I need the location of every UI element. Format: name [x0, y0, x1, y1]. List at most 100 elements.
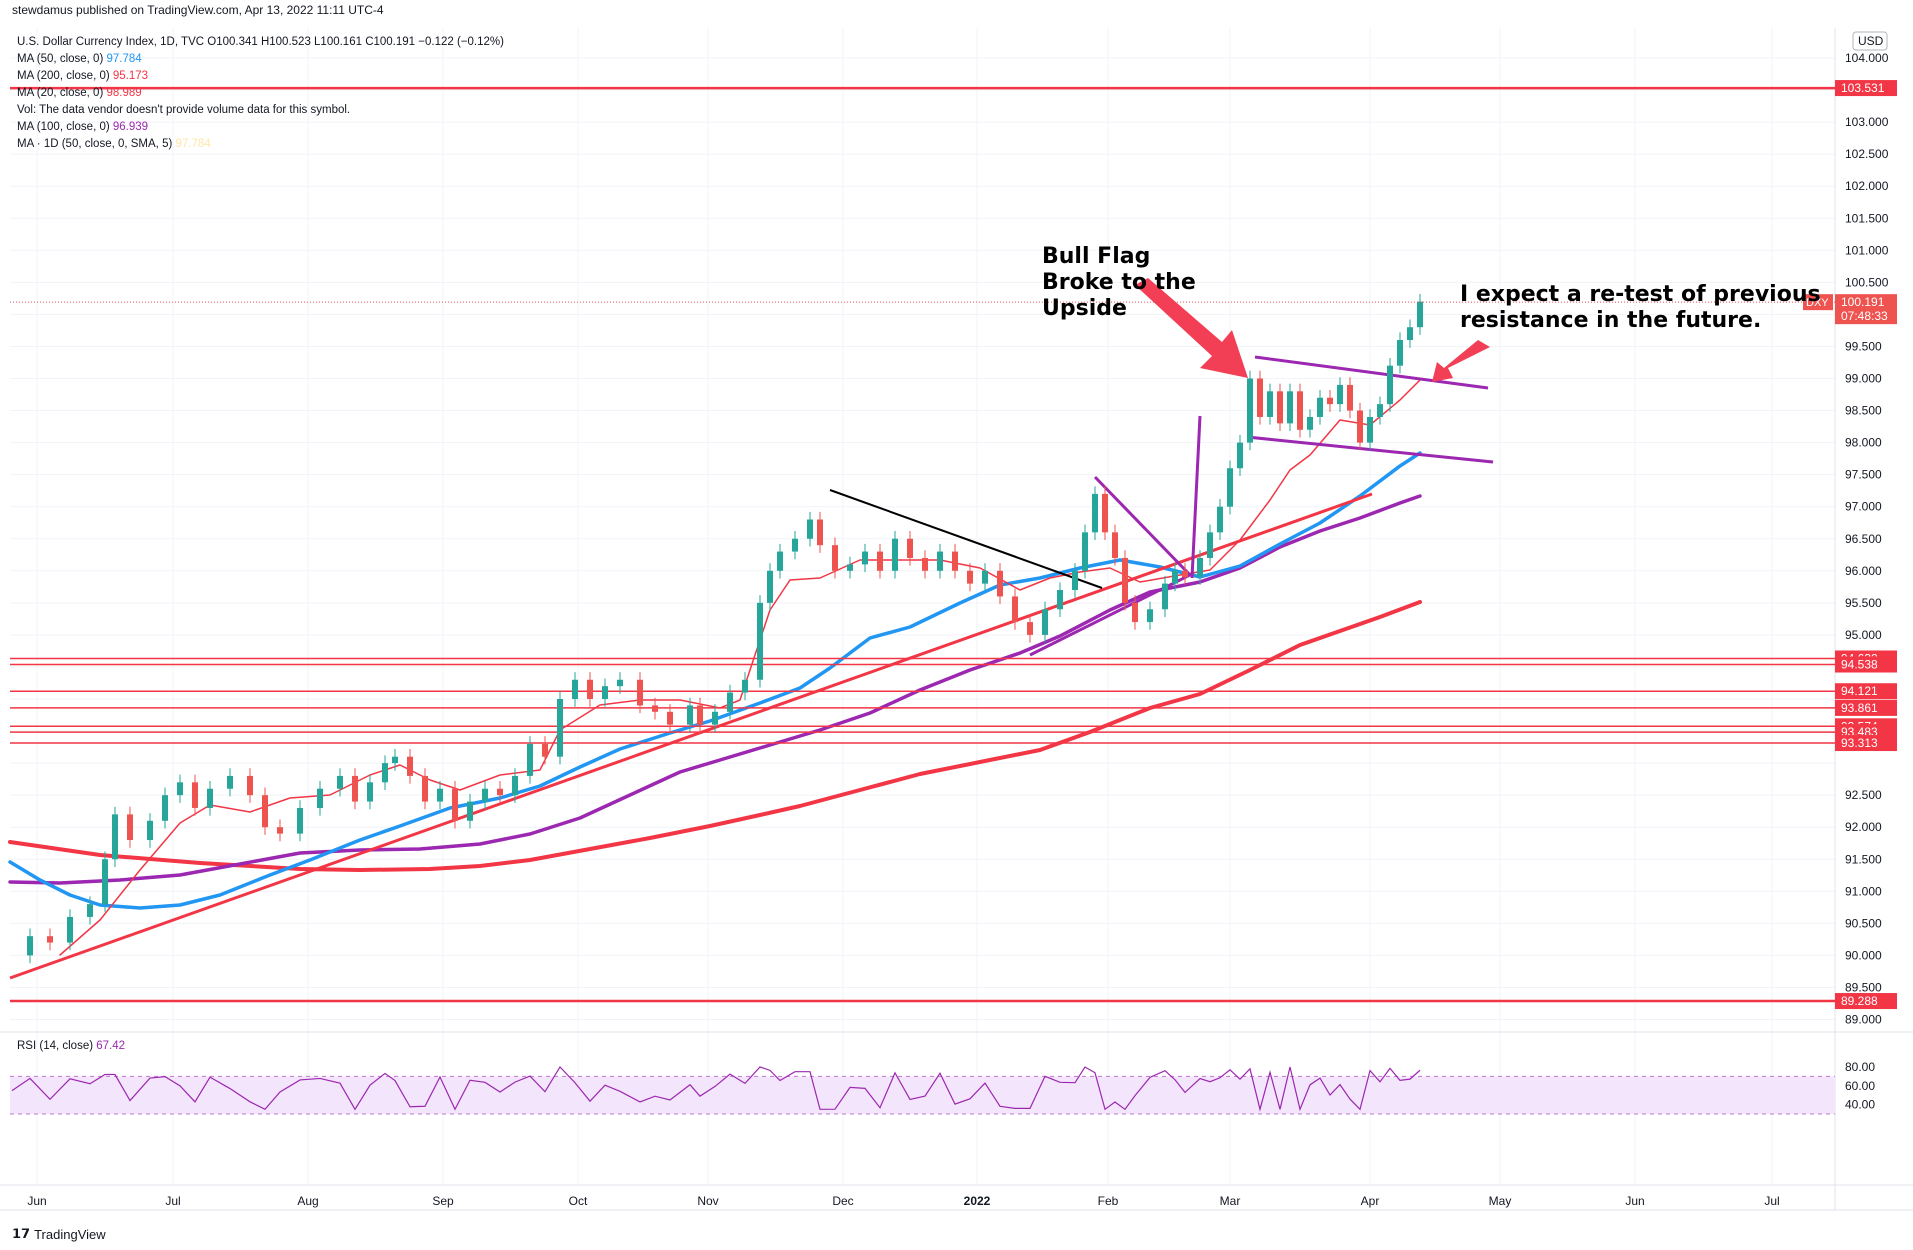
- candle-body: [862, 551, 868, 565]
- y-tick-label: 100.500: [1845, 275, 1889, 289]
- candle-body: [277, 827, 283, 834]
- pennant-lines: [1029, 475, 1193, 657]
- candle-body: [982, 570, 988, 584]
- rsi-tick-label: 80.00: [1845, 1060, 1875, 1074]
- level-price-label: 89.288: [1841, 994, 1878, 1008]
- y-tick-label: 102.500: [1845, 147, 1889, 161]
- legend-item[interactable]: MA (100, close, 0) 96.939: [17, 119, 504, 136]
- candle-body: [127, 814, 133, 841]
- candle-body: [1042, 609, 1048, 635]
- candle-body: [1207, 532, 1213, 558]
- candle-body: [1237, 442, 1243, 469]
- candle-body: [112, 814, 118, 860]
- candle-body: [937, 551, 943, 571]
- candle-body: [192, 782, 198, 808]
- candle-body: [1317, 397, 1323, 417]
- candle-body: [1327, 397, 1333, 405]
- annotation-arrow-icon: [1432, 340, 1490, 382]
- rsi-tick-label: 40.00: [1845, 1098, 1875, 1112]
- candle-body: [652, 705, 658, 712]
- ma50-line: [8, 451, 1422, 910]
- legend-title-row[interactable]: U.S. Dollar Currency Index, 1D, TVC O100…: [17, 34, 504, 51]
- annotation-retest[interactable]: I expect a re-test of previous resistanc…: [1460, 282, 1821, 334]
- level-price-badge: [1835, 735, 1897, 752]
- candle-body: [777, 551, 783, 571]
- footer-brand[interactable]: 𝟭𝟳 TradingView: [12, 1226, 106, 1242]
- candle-body: [817, 519, 823, 546]
- legend-item-label: MA (50, close, 0): [17, 53, 107, 65]
- x-tick-label: Apr: [1361, 1194, 1380, 1208]
- candle-body: [1387, 365, 1393, 405]
- y-tick-label: 89.000: [1845, 1013, 1882, 1027]
- tradingview-logo-icon: 𝟭𝟳: [12, 1226, 31, 1241]
- y-tick-label: 95.000: [1845, 628, 1882, 642]
- candle-body: [337, 775, 343, 789]
- candle-body: [1277, 391, 1283, 424]
- rsi-legend[interactable]: RSI (14, close) 67.42: [17, 1040, 125, 1052]
- legend-item[interactable]: MA · 1D (50, close, 0, SMA, 5) 97.784: [17, 136, 504, 153]
- x-tick-label: Mar: [1220, 1194, 1241, 1208]
- candle-body: [497, 788, 503, 796]
- candle-body: [512, 775, 518, 796]
- candle-body: [792, 538, 798, 552]
- symbol-title: U.S. Dollar Currency Index, 1D, TVC: [17, 36, 205, 48]
- level-price-label: 93.861: [1841, 701, 1878, 715]
- legend-item[interactable]: MA (50, close, 0) 97.784: [17, 51, 504, 68]
- candle-body: [997, 570, 1003, 597]
- candle-body: [617, 679, 623, 687]
- current-price-label: 100.191: [1841, 295, 1885, 309]
- level-price-badge: [1835, 683, 1897, 700]
- level-price-label: 93.313: [1841, 736, 1878, 750]
- candle-body: [47, 936, 53, 943]
- candle-body: [467, 801, 473, 821]
- candle-body: [1082, 532, 1088, 571]
- y-tick-label: 91.500: [1845, 852, 1882, 866]
- currency-label: USD: [1858, 34, 1884, 48]
- x-tick-label: Dec: [832, 1194, 853, 1208]
- y-tick-label: 91.000: [1845, 884, 1882, 898]
- countdown-label: 07:48:33: [1841, 309, 1888, 323]
- candle-body: [1122, 557, 1128, 603]
- level-price-badge: [1835, 699, 1897, 716]
- candle-body: [712, 711, 718, 725]
- candle-body: [687, 705, 693, 725]
- legend-lines: MA (50, close, 0) 97.784 MA (200, close, …: [17, 51, 504, 153]
- legend-item-label: MA (200, close, 0): [17, 70, 113, 82]
- candle-body: [1307, 416, 1313, 430]
- candle-body: [162, 795, 168, 821]
- candle-body: [1057, 590, 1063, 610]
- candle-body: [952, 551, 958, 571]
- candle-body: [422, 775, 428, 802]
- candle-body: [177, 782, 183, 796]
- candle-body: [1227, 468, 1233, 507]
- legend-item[interactable]: Vol: The data vendor doesn't provide vol…: [17, 102, 504, 119]
- legend-item-value: 96.939: [112, 121, 149, 133]
- candle-body: [1197, 557, 1203, 578]
- candle-body: [557, 699, 563, 757]
- candle-body: [1257, 378, 1263, 417]
- candle-body: [1072, 570, 1078, 591]
- candle-body: [1217, 506, 1223, 533]
- flag-upper-line: [1254, 355, 1489, 390]
- candle-body: [407, 756, 413, 776]
- y-tick-label: 89.500: [1845, 980, 1882, 994]
- annotation-bull-flag[interactable]: Bull Flag Broke to the Upside: [1042, 244, 1196, 322]
- legend-item[interactable]: MA (20, close, 0) 98.989: [17, 85, 504, 102]
- candle-body: [587, 679, 593, 699]
- candle-body: [832, 545, 838, 571]
- rsi-tick-label: 60.00: [1845, 1079, 1875, 1093]
- candle-body: [382, 763, 388, 783]
- y-tick-label: 92.000: [1845, 820, 1882, 834]
- level-price-label: 103.531: [1841, 81, 1885, 95]
- x-tick-label: 2022: [964, 1194, 991, 1208]
- candle-body: [1347, 384, 1353, 411]
- brand-name: TradingView: [34, 1226, 106, 1242]
- y-tick-label: 98.000: [1845, 436, 1882, 450]
- candle-body: [437, 788, 443, 802]
- currency-badge[interactable]: [1852, 31, 1888, 51]
- legend-item[interactable]: MA (200, close, 0) 95.173: [17, 68, 504, 85]
- rising-trendline: [9, 492, 1373, 980]
- y-tick-label: 102.000: [1845, 179, 1889, 193]
- legend-item-label: MA · 1D (50, close, 0, SMA, 5): [17, 138, 176, 150]
